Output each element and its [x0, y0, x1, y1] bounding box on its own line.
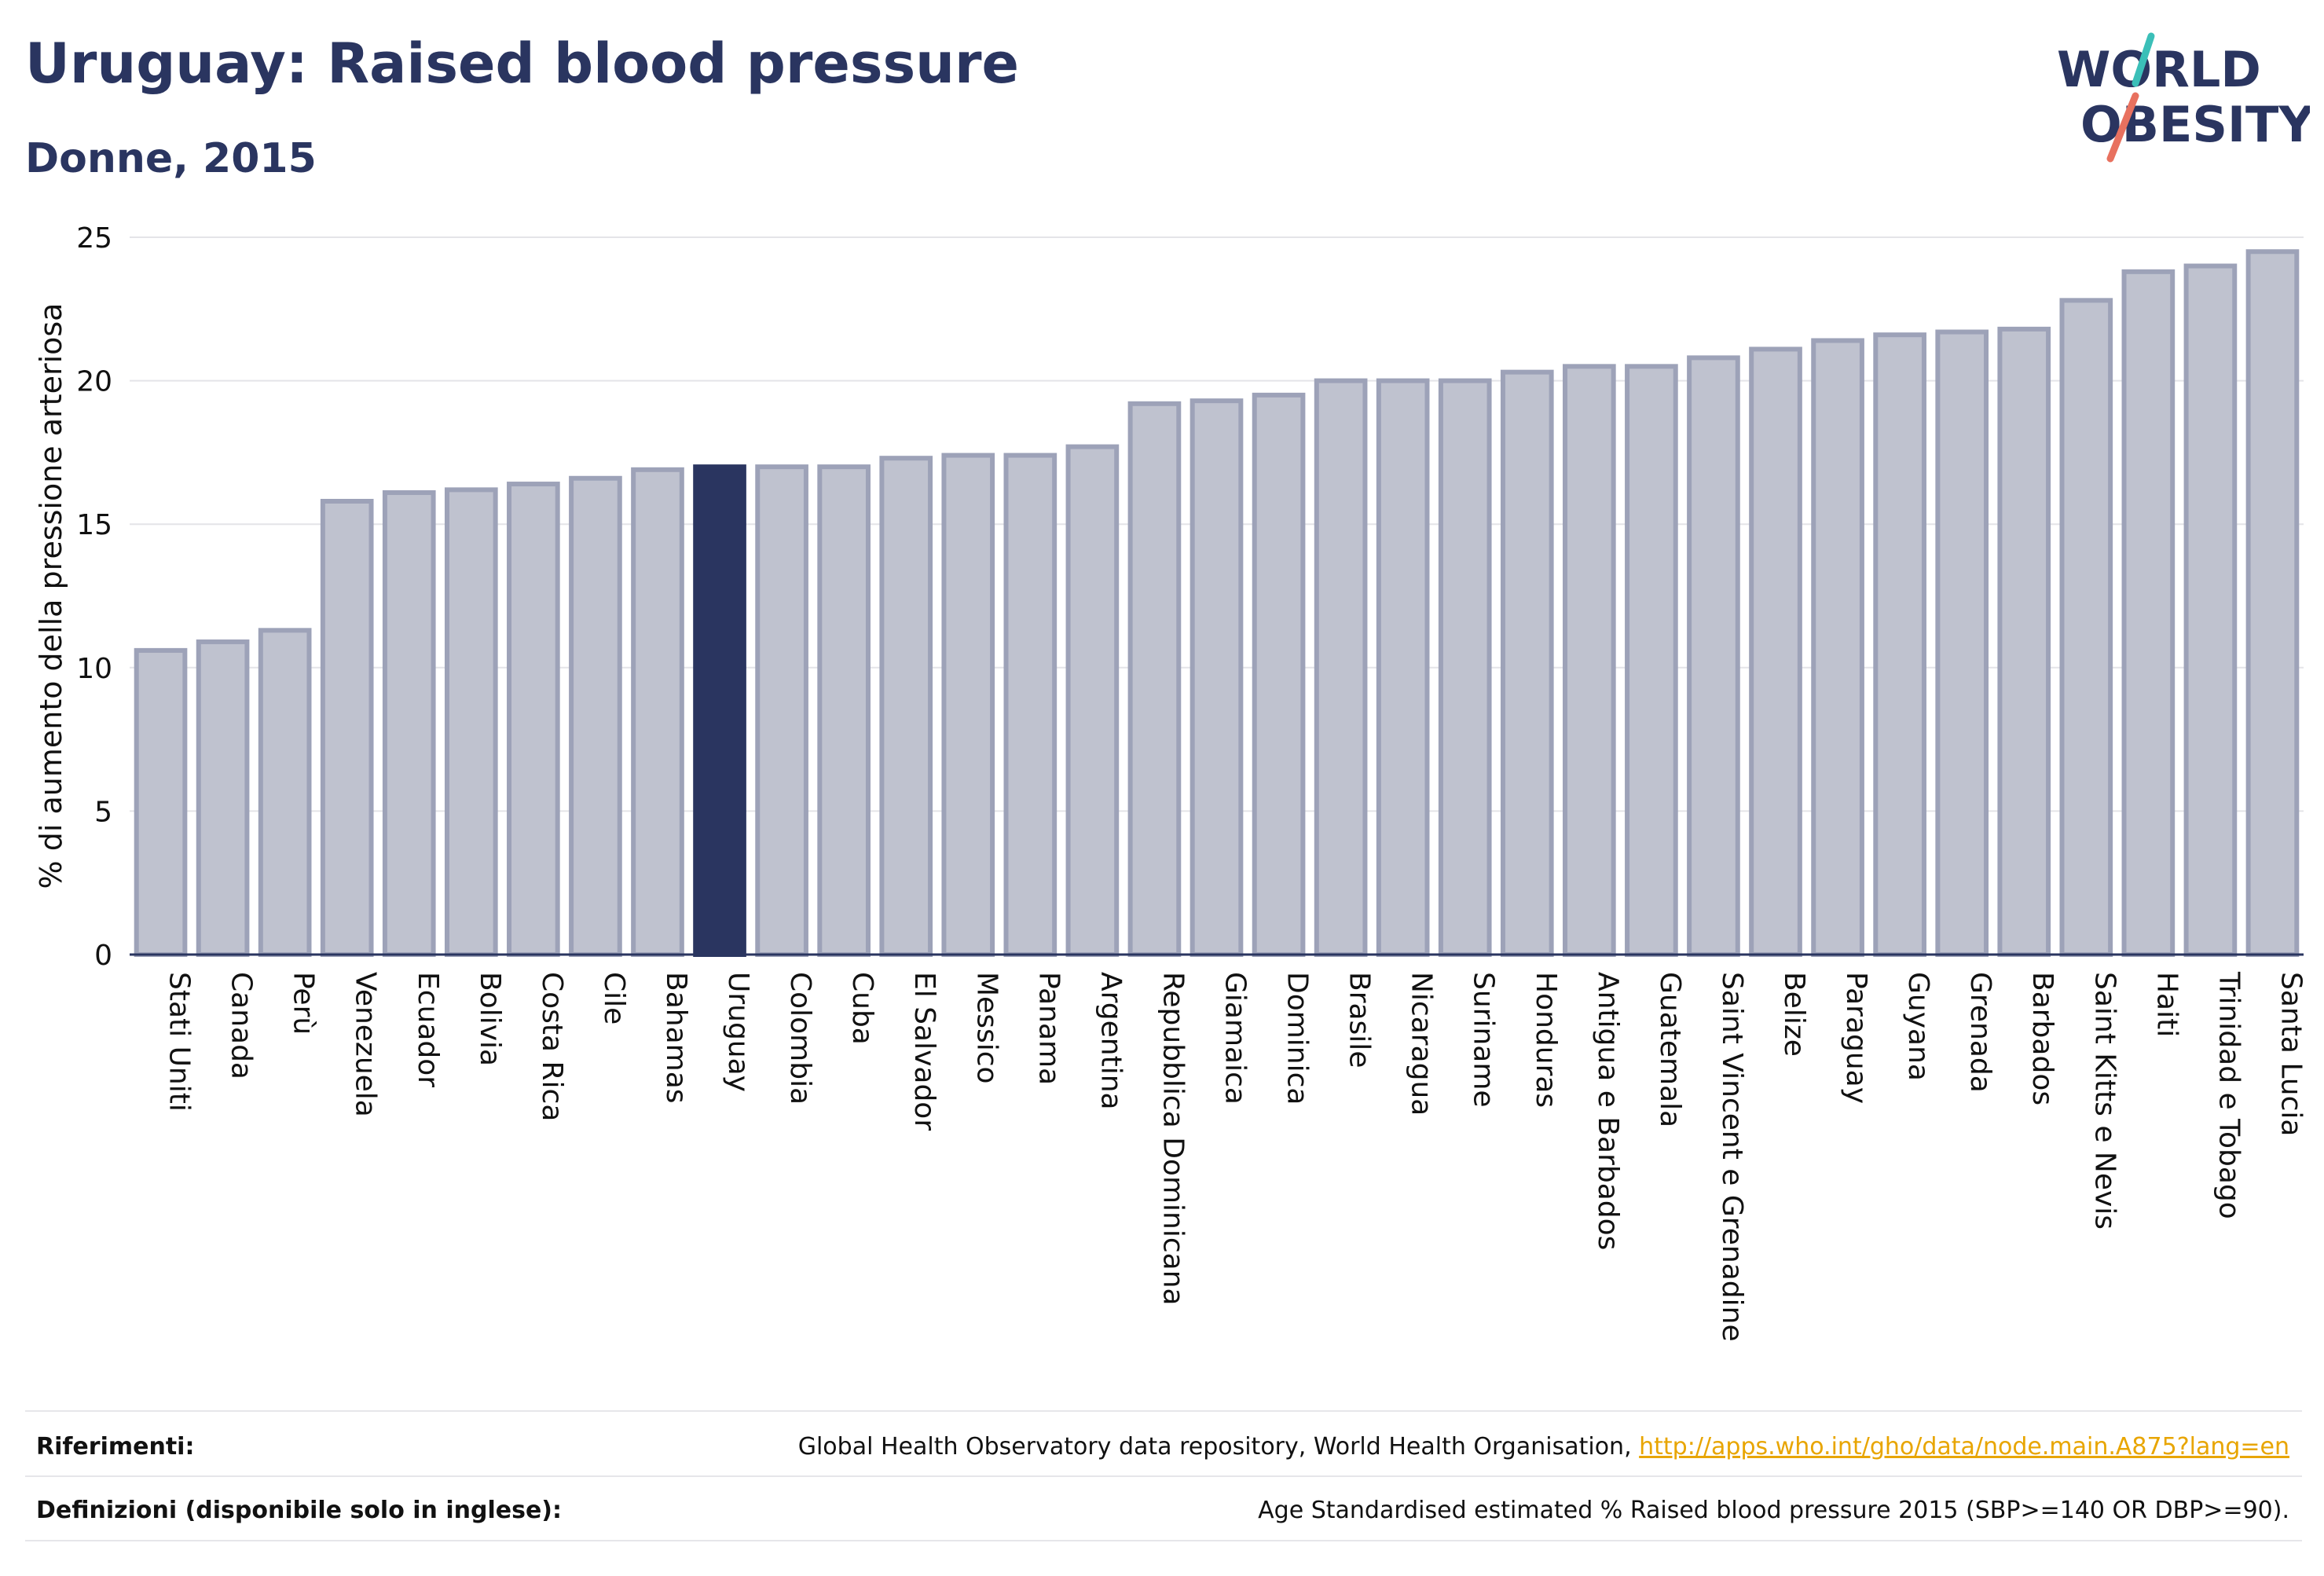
- x-tick-label: Ecuador: [412, 972, 444, 1087]
- x-tick-label: Bahamas: [660, 972, 692, 1104]
- bar: [444, 487, 498, 957]
- bar: [1873, 332, 1926, 957]
- x-tick-label: Guyana: [1902, 972, 1934, 1081]
- x-tick-label: Antigua e Barbados: [1592, 972, 1624, 1250]
- bar: [1500, 369, 1554, 958]
- x-tick-label: Saint Kitts e Nevis: [2088, 972, 2121, 1230]
- x-tick-label: Colombia: [784, 972, 816, 1105]
- y-tick-label: 5: [94, 796, 112, 828]
- bar: [320, 498, 374, 957]
- x-tick-label: Barbados: [2026, 972, 2058, 1105]
- x-tick-label: Uruguay: [722, 972, 754, 1092]
- bar-chart: 0 5 10 15 20 25 Stati Uniti Canada Perù Venezuela…: [34, 222, 2307, 1342]
- bar: [2121, 269, 2176, 958]
- x-tick-label: Saint Vincent e Grenadine: [1716, 972, 1748, 1342]
- bar: [2059, 298, 2113, 957]
- bar: [134, 647, 188, 957]
- x-tick-label: Haiti: [2150, 972, 2183, 1037]
- y-tick-label: 25: [76, 222, 112, 255]
- bar: [1997, 326, 2051, 957]
- y-tick-label: 20: [76, 366, 112, 398]
- references-source: Global Health Observatory data repositor…: [797, 1433, 1640, 1461]
- bar: [1625, 364, 1678, 957]
- x-tick-label: Belize: [1778, 972, 1810, 1057]
- bar: [1314, 378, 1368, 958]
- definitions-text: Age Standardised estimated % Raised bloo…: [1258, 1497, 2289, 1524]
- references-text: Global Health Observatory data repositor…: [798, 1433, 2289, 1461]
- svg-text:WORLD: WORLD: [2057, 41, 2261, 98]
- x-tick-label: Venezuela: [350, 972, 382, 1117]
- x-tick-label: Grenada: [1964, 972, 1996, 1093]
- y-tick-label: 0: [94, 940, 112, 972]
- x-tick-label: Santa Lucia: [2275, 972, 2307, 1136]
- bar: [2183, 263, 2238, 957]
- x-tick-label: Dominica: [1281, 972, 1314, 1105]
- x-tick-label: Nicaragua: [1406, 972, 1438, 1116]
- references-label: Riferimenti:: [36, 1433, 195, 1461]
- bar: [755, 464, 808, 957]
- bar: [693, 464, 746, 957]
- x-tick-label: Trinidad e Tobago: [2212, 971, 2245, 1219]
- footer-divider: [25, 1540, 2302, 1541]
- y-axis-label: % di aumento della pressione arteriosa: [34, 303, 68, 889]
- definitions-label: Definizioni (disponibile solo in inglese…: [36, 1497, 562, 1524]
- bar: [507, 482, 560, 957]
- x-tick-label: Costa Rica: [536, 972, 568, 1121]
- bar: [1189, 398, 1244, 957]
- x-tick-label: Suriname: [1468, 972, 1500, 1108]
- bar: [631, 467, 684, 957]
- x-tick-label: El Salvador: [908, 972, 940, 1131]
- bar: [817, 464, 871, 957]
- bar: [382, 490, 436, 957]
- x-tick-label: Guatemala: [1654, 972, 1686, 1127]
- world-obesity-logo: WORLD OBESITY: [2057, 32, 2310, 163]
- bar: [1563, 364, 1616, 957]
- bar: [1003, 453, 1058, 957]
- x-tick-label: Paraguay: [1840, 972, 1872, 1104]
- page-title: Uruguay: Raised blood pressure: [25, 31, 1019, 96]
- footer-divider: [25, 1475, 2302, 1477]
- footer-divider: [25, 1410, 2302, 1412]
- references-link[interactable]: http://apps.who.int/gho/data/node.main.A…: [1639, 1433, 2289, 1461]
- bar: [1687, 355, 1740, 958]
- x-tick-label: Bolivia: [474, 972, 506, 1066]
- x-tick-label: Panama: [1032, 972, 1065, 1085]
- x-tick-label: Cuba: [846, 972, 878, 1045]
- bar: [2245, 249, 2300, 957]
- x-tick-label: Honduras: [1530, 972, 1562, 1108]
- bar: [941, 453, 995, 957]
- y-tick-label: 10: [76, 653, 112, 685]
- bar: [1127, 401, 1182, 957]
- bar: [1252, 392, 1306, 957]
- bar: [1811, 338, 1864, 957]
- x-tick-label: Argentina: [1094, 972, 1127, 1110]
- bar: [1065, 444, 1120, 957]
- x-tick-label: Messico: [970, 972, 1003, 1084]
- page-subtitle: Donne, 2015: [25, 135, 317, 182]
- bar: [1935, 329, 1989, 957]
- x-tick-label: Brasile: [1343, 972, 1376, 1068]
- bar: [1438, 378, 1492, 958]
- bar: [258, 628, 312, 957]
- x-tick-label: Perù: [288, 972, 320, 1035]
- x-tick-label: Canada: [225, 972, 258, 1079]
- bar: [1376, 378, 1430, 958]
- bar: [196, 639, 250, 957]
- x-tick-label: Stati Uniti: [163, 972, 196, 1112]
- x-tick-label: Cile: [598, 972, 630, 1024]
- y-tick-label: 15: [76, 509, 112, 541]
- bar: [1749, 346, 1802, 958]
- x-tick-label: Repubblica Dominicana: [1157, 972, 1189, 1306]
- bar: [879, 456, 933, 957]
- x-tick-label: Giamaica: [1219, 972, 1252, 1105]
- bar: [569, 475, 622, 957]
